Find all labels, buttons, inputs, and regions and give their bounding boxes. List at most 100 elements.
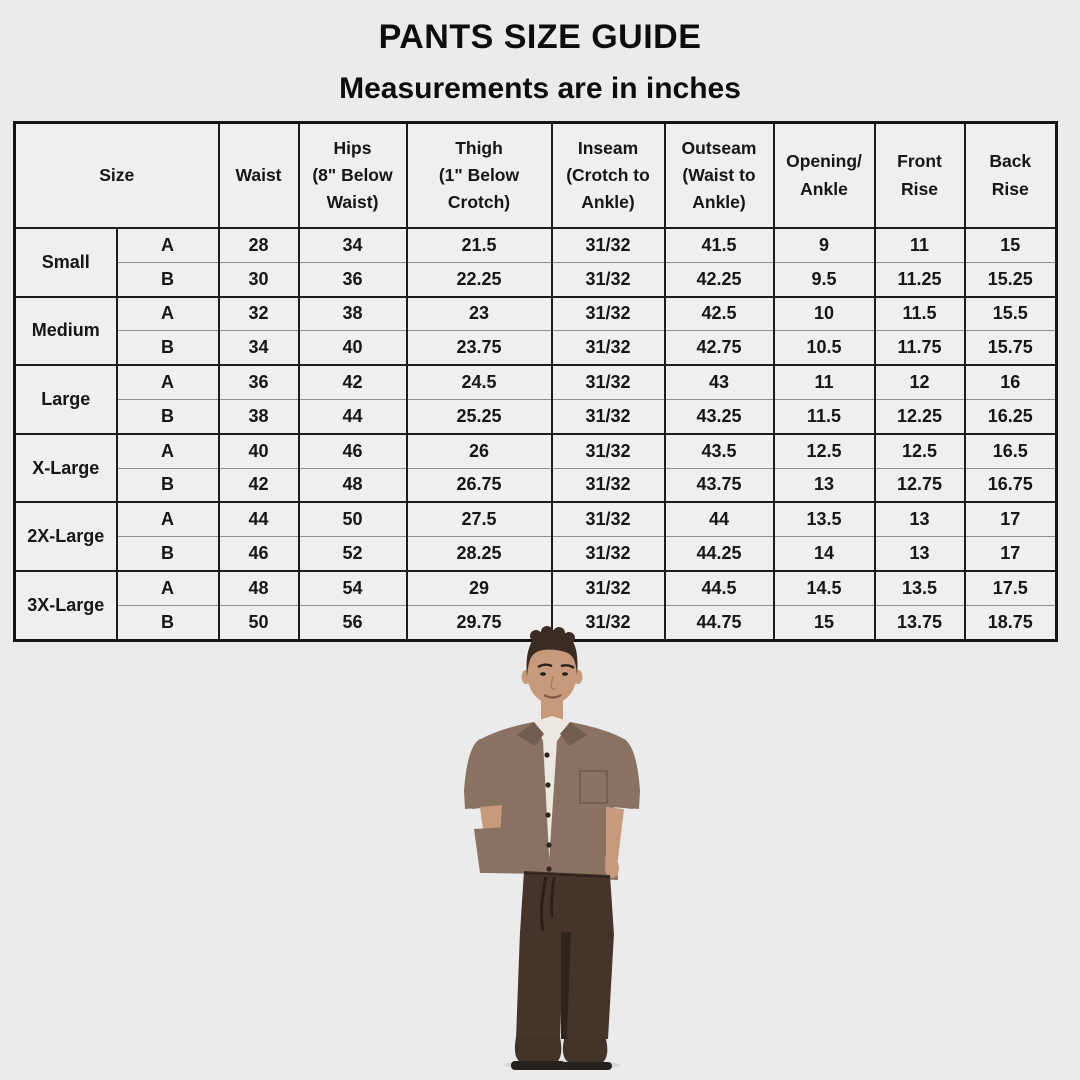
measurement-cell: 42.75 — [663, 330, 775, 366]
measurement-cell: 54 — [297, 569, 408, 606]
model-hair-curl — [541, 626, 553, 638]
pants-size-table: Size Waist Hips (8" Below Waist) Thigh (… — [13, 121, 1058, 642]
table-row: Small A 28 34 21.5 31/32 41.5 9 11 15 — [13, 226, 1058, 297]
model-hand-right — [605, 858, 619, 878]
measurement-cell: 31/32 — [550, 295, 666, 331]
measurement-cell: 36 — [297, 261, 408, 297]
measurement-cell: 50 — [297, 501, 408, 537]
measurement-cell: 48 — [297, 467, 408, 503]
model-pants-right-leg — [564, 932, 614, 1039]
measurement-cell: 29 — [405, 569, 553, 606]
model-photo — [430, 623, 650, 1073]
model-eye-left — [540, 672, 546, 676]
model-belt-tie — [550, 876, 556, 918]
page-title: PANTS SIZE GUIDE — [378, 18, 702, 56]
col-header-thigh: Thigh (1" Below Crotch) — [405, 121, 553, 229]
measurement-cell: 18.75 — [963, 604, 1058, 641]
measurement-cell: 31/32 — [550, 432, 666, 469]
measurement-cell: 11.5 — [873, 295, 966, 331]
model-sole-right — [560, 1062, 612, 1070]
measurement-cell: 13.5 — [873, 569, 966, 606]
measurement-cell: 44.75 — [663, 604, 775, 641]
measurement-cell: 16 — [963, 364, 1058, 400]
measurement-cell: 25.25 — [405, 398, 553, 434]
measurement-cell: 56 — [297, 604, 408, 641]
measurement-cell: 12.5 — [873, 432, 966, 469]
measurement-cell: 12 — [873, 364, 966, 400]
measurement-cell: 22.25 — [405, 261, 553, 297]
variant-cell: B — [115, 536, 220, 571]
measurement-cell: 26 — [405, 432, 553, 469]
size-label-cell: Large — [13, 364, 118, 434]
model-hair-curl — [553, 627, 565, 639]
model-jacket-pocket — [474, 827, 510, 873]
table-row: B 34 40 23.75 31/32 42.75 10.5 11.75 15.75 — [15, 330, 1058, 366]
col-header-waist: Waist — [217, 121, 300, 229]
table-row: B 46 52 28.25 31/32 44.25 14 13 17 — [15, 536, 1058, 571]
measurement-cell: 11.75 — [873, 330, 966, 366]
model-nose — [550, 675, 556, 690]
model-forearm-right — [605, 807, 624, 869]
size-table-body: Small A 28 34 21.5 31/32 41.5 9 11 15 B 30 36 22.25 31… — [13, 226, 1058, 641]
variant-cell: B — [115, 330, 220, 366]
measurement-cell: 23 — [405, 295, 553, 331]
measurement-cell: 14 — [772, 536, 876, 571]
measurement-cell: 12.25 — [873, 398, 966, 434]
table-row: Medium A 32 38 23 31/32 42.5 10 11.5 15.5 — [13, 295, 1058, 366]
measurement-cell: 31/32 — [550, 569, 666, 606]
measurement-cell: 31/32 — [550, 398, 666, 434]
model-pants-leg-shadow — [561, 932, 571, 1039]
measurement-cell: 43.75 — [663, 467, 775, 503]
measurement-cell: 31/32 — [550, 261, 666, 297]
measurement-cell: 29.75 — [405, 604, 553, 641]
measurement-cell: 42.5 — [663, 295, 775, 331]
model-illustration — [464, 626, 640, 1070]
measurement-cell: 15.5 — [963, 295, 1058, 331]
model-eyebrow-right — [560, 664, 575, 669]
measurement-cell: 28 — [217, 226, 300, 263]
col-header-outseam: Outseam (Waist to Ankle) — [663, 121, 775, 229]
measurement-cell: 46 — [297, 432, 408, 469]
table-row: B 42 48 26.75 31/32 43.75 13 12.75 16.75 — [15, 467, 1058, 503]
variant-cell: B — [115, 261, 220, 297]
variant-cell: A — [115, 226, 220, 263]
measurement-cell: 31/32 — [550, 364, 666, 400]
model-eyebrow-left — [537, 663, 553, 669]
model-collar-left — [517, 722, 544, 746]
model-hair-curl — [530, 630, 542, 642]
jacket-button — [546, 866, 552, 872]
measurement-cell: 9 — [772, 226, 876, 263]
measurement-cell: 15.25 — [963, 261, 1058, 297]
measurement-cell: 16.5 — [963, 432, 1058, 469]
model-waist-shadow — [523, 872, 611, 878]
model-collar-right — [560, 722, 587, 746]
measurement-cell: 52 — [297, 536, 408, 571]
measurement-cell: 27.5 — [405, 501, 553, 537]
model-eye-right — [562, 672, 568, 676]
measurement-cell: 10.5 — [772, 330, 876, 366]
measurement-cell: 24.5 — [405, 364, 553, 400]
measurement-cell: 23.75 — [405, 330, 553, 366]
table-row: B 30 36 22.25 31/32 42.25 9.5 11.25 15.25 — [15, 261, 1058, 297]
measurement-cell: 12.75 — [873, 467, 966, 503]
measurement-cell: 43.5 — [663, 432, 775, 469]
measurement-cell: 31/32 — [550, 226, 666, 263]
measurement-cell: 11 — [873, 226, 966, 263]
variant-cell: B — [115, 398, 220, 434]
measurement-cell: 44 — [663, 501, 775, 537]
measurement-cell: 17 — [963, 501, 1058, 537]
size-label-cell: X-Large — [13, 432, 118, 503]
model-chest-pocket — [579, 770, 608, 804]
measurement-cell: 17.5 — [963, 569, 1058, 606]
measurement-cell: 28.25 — [405, 536, 553, 571]
measurement-cell: 36 — [217, 364, 300, 400]
measurement-cell: 15 — [963, 226, 1058, 263]
measurement-cell: 31/32 — [550, 467, 666, 503]
measurement-cell: 21.5 — [405, 226, 553, 263]
size-label-cell: Medium — [13, 295, 118, 366]
measurement-cell: 16.25 — [963, 398, 1058, 434]
table-row: 3X-Large A 48 54 29 31/32 44.5 14.5 13.5 17.5 — [13, 569, 1058, 641]
measurement-cell: 44.5 — [663, 569, 775, 606]
measurement-cell: 11.25 — [873, 261, 966, 297]
measurement-cell: 34 — [297, 226, 408, 263]
